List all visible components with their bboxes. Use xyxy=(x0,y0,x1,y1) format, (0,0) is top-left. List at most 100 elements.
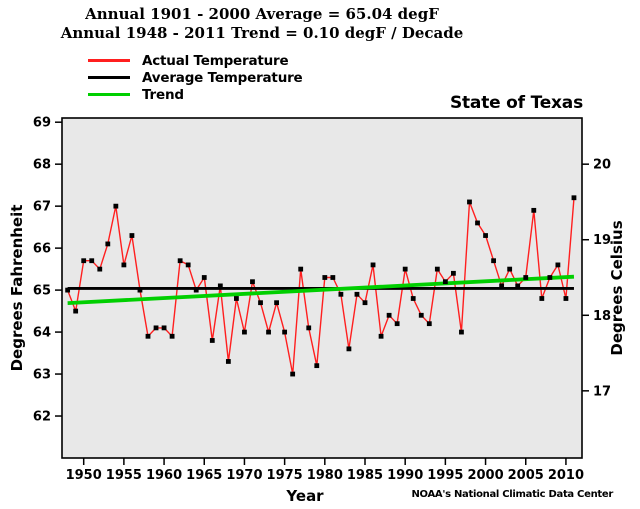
y-axis-tick-label-fahrenheit: 64 xyxy=(33,326,51,341)
legend-label-actual-temperature: Actual Temperature xyxy=(142,52,289,69)
x-axis-tick-label: 1990 xyxy=(387,468,423,483)
data-point-marker xyxy=(225,359,231,364)
legend-swatch-actual-temperature xyxy=(88,59,130,62)
legend-swatch-average-temperature xyxy=(88,76,130,79)
data-point-marker xyxy=(410,296,416,301)
legend: Actual Temperature Average Temperature T… xyxy=(88,52,303,103)
legend-item-trend: Trend xyxy=(88,86,303,103)
legend-label-average-temperature: Average Temperature xyxy=(142,69,303,86)
data-point-marker xyxy=(169,333,175,339)
data-point-marker xyxy=(89,258,95,264)
data-point-marker xyxy=(290,371,296,377)
data-point-marker xyxy=(322,275,328,280)
y-axis-tick-label-fahrenheit: 65 xyxy=(33,284,51,299)
x-axis-tick-label: 1965 xyxy=(186,468,222,483)
data-point-marker xyxy=(105,241,111,247)
data-point-marker xyxy=(499,283,505,289)
data-point-marker xyxy=(81,258,87,264)
data-point-marker xyxy=(531,207,537,213)
data-point-marker xyxy=(434,266,440,272)
data-point-marker xyxy=(121,262,127,268)
data-point-marker xyxy=(217,283,223,289)
data-point-marker xyxy=(65,287,71,293)
data-point-marker xyxy=(539,296,545,301)
data-point-marker xyxy=(153,325,159,331)
y-axis-tick-label-fahrenheit: 63 xyxy=(33,368,51,383)
data-point-marker xyxy=(563,296,569,301)
title-line-1: Annual 1901 - 2000 Average = 65.04 degF xyxy=(85,5,439,23)
x-axis-tick-label: 2010 xyxy=(548,468,584,483)
data-point-marker xyxy=(201,275,207,280)
data-point-marker xyxy=(523,275,529,280)
y-axis-tick-label-celsius: 20 xyxy=(593,158,611,173)
data-point-marker xyxy=(483,233,488,238)
y-axis-tick-label-fahrenheit: 69 xyxy=(33,116,51,131)
x-axis-tick-label: 1970 xyxy=(226,468,262,483)
data-point-marker xyxy=(442,279,448,285)
data-point-marker xyxy=(250,279,255,285)
x-axis-tick-label: 1985 xyxy=(347,468,383,483)
title-line-2: Annual 1948 - 2011 Trend = 0.10 degF / D… xyxy=(60,24,464,42)
data-point-marker xyxy=(571,195,577,201)
data-point-marker xyxy=(467,199,472,205)
x-axis-label: Year xyxy=(286,487,324,505)
data-point-marker xyxy=(113,203,119,209)
x-axis-tick-label: 1980 xyxy=(307,468,343,483)
data-point-marker xyxy=(73,308,79,314)
data-point-marker xyxy=(354,291,360,297)
data-point-marker xyxy=(282,329,288,335)
data-point-marker xyxy=(266,329,271,335)
data-point-marker xyxy=(306,325,312,331)
legend-label-trend: Trend xyxy=(142,86,184,103)
data-point-marker xyxy=(386,312,392,318)
y-axis-tick-label-celsius: 17 xyxy=(593,384,611,399)
data-point-marker xyxy=(177,258,183,264)
data-point-marker xyxy=(555,262,561,268)
legend-item-actual-temperature: Actual Temperature xyxy=(88,52,303,69)
data-point-marker xyxy=(515,283,521,289)
data-point-marker xyxy=(346,346,352,352)
data-point-marker xyxy=(378,333,384,339)
data-point-marker xyxy=(491,258,496,264)
data-point-marker xyxy=(330,275,336,280)
data-point-marker xyxy=(193,287,199,293)
data-point-marker xyxy=(402,266,408,272)
y-axis-label-celsius: Degrees Celsius xyxy=(608,220,626,356)
x-axis-tick-label: 2000 xyxy=(467,468,503,483)
data-point-marker xyxy=(507,266,513,272)
data-point-marker xyxy=(459,329,464,335)
data-point-marker xyxy=(418,312,424,318)
data-point-marker xyxy=(242,329,247,335)
data-point-marker xyxy=(314,363,320,369)
legend-item-average-temperature: Average Temperature xyxy=(88,69,303,86)
data-point-marker xyxy=(185,262,191,268)
y-axis-tick-label-celsius: 19 xyxy=(593,233,611,248)
data-point-marker xyxy=(97,266,103,272)
data-point-marker xyxy=(209,338,215,343)
x-axis-tick-label: 1950 xyxy=(66,468,102,483)
data-point-marker xyxy=(362,300,368,306)
legend-swatch-trend xyxy=(88,93,130,96)
y-axis-tick-label-celsius: 18 xyxy=(593,309,611,324)
data-point-marker xyxy=(298,266,304,272)
data-point-marker xyxy=(234,296,239,301)
credit-text: NOAA's National Climatic Data Center xyxy=(411,489,613,500)
data-point-marker xyxy=(547,275,553,280)
plot-frame xyxy=(61,117,583,459)
y-axis-tick-label-fahrenheit: 68 xyxy=(33,158,51,173)
data-point-marker xyxy=(137,287,143,293)
data-point-marker xyxy=(129,233,135,238)
data-point-marker xyxy=(274,300,279,306)
x-axis-tick-label: 1955 xyxy=(106,468,142,483)
x-axis-tick-label: 1975 xyxy=(267,468,303,483)
data-point-marker xyxy=(161,325,167,331)
actual-temperature-line xyxy=(66,197,575,375)
trend-line xyxy=(67,274,575,306)
x-axis-tick-label: 1995 xyxy=(427,468,463,483)
chart-title: Annual 1901 - 2000 Average = 65.04 degF … xyxy=(1,5,523,43)
data-point-marker xyxy=(145,333,151,339)
data-point-marker xyxy=(451,270,456,276)
y-axis-tick-label-fahrenheit: 66 xyxy=(33,242,51,257)
